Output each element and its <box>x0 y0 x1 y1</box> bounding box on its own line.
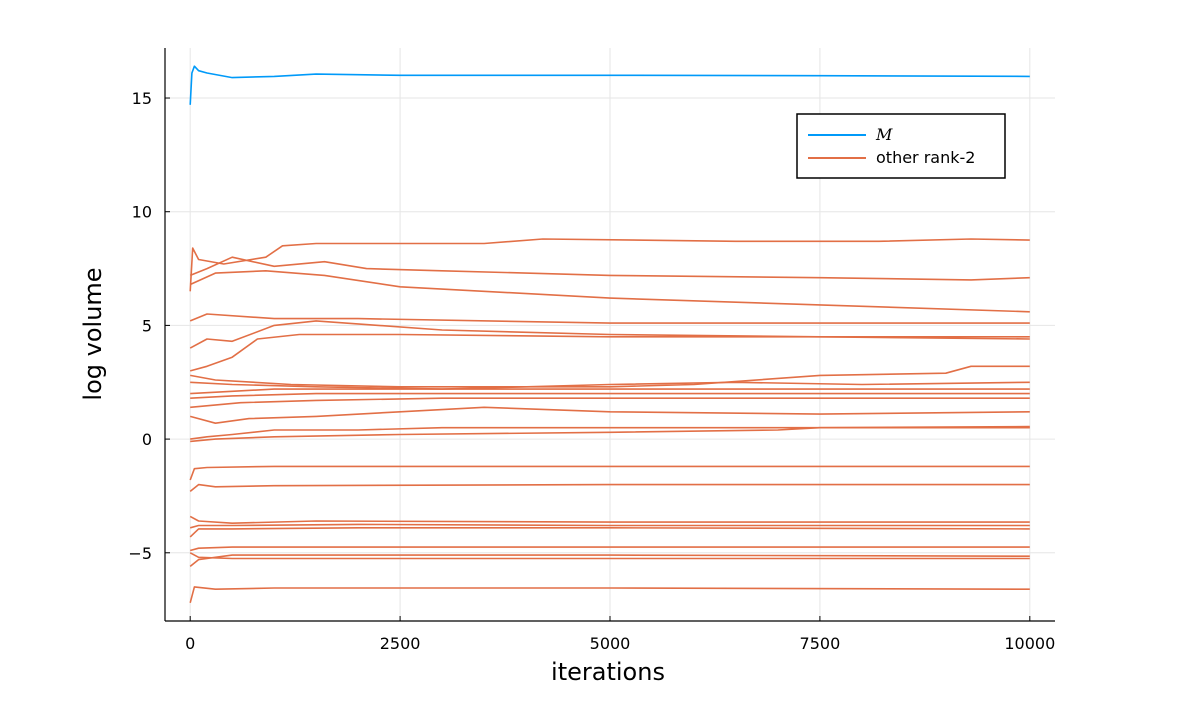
legend-label-m: M <box>875 125 893 144</box>
series-line-other-rank-2 <box>189 523 1030 529</box>
series-line-other-rank-2 <box>189 586 1030 604</box>
y-tick-label: 15 <box>132 89 152 108</box>
grid <box>165 48 1055 621</box>
series-line-other-rank-2 <box>189 406 1030 425</box>
tick-labels: 0 2500 5000 7500 10000 −5 0 5 10 15 <box>128 89 1055 653</box>
series-line-other-rank-2 <box>189 515 1030 525</box>
series-line-other-rank-2 <box>190 426 1030 443</box>
y-axis-title: log volume <box>79 267 107 400</box>
series-line-other-rank-2 <box>190 397 1030 409</box>
series-line-other-rank-2 <box>189 269 1030 313</box>
series-line-other-rank-2 <box>189 256 1030 281</box>
series-line-other-rank-2 <box>189 526 1030 538</box>
x-tick-label: 0 <box>185 634 195 653</box>
legend: M other rank-2 <box>796 113 1006 179</box>
series-group <box>189 65 1030 604</box>
x-tick-label: 2500 <box>380 634 421 653</box>
series-line-other-rank-2 <box>190 365 1030 388</box>
series-line-other-rank-2 <box>190 392 1030 399</box>
y-tick-label: 10 <box>132 203 152 222</box>
series-line-other-rank-2 <box>189 313 1030 324</box>
series-line-other-rank-2 <box>189 465 1030 481</box>
series-line-other-rank-2 <box>189 546 1030 552</box>
series-line-other-rank-2 <box>189 238 1030 292</box>
series-line-other-rank-2 <box>190 381 1030 390</box>
series-line-other-rank-2 <box>189 554 1030 568</box>
x-axis-title: iterations <box>551 658 665 686</box>
series-line-other-rank-2 <box>189 333 1030 372</box>
legend-box <box>796 113 1006 179</box>
series-line-other-rank-2 <box>189 552 1030 560</box>
series-line-other-rank-2 <box>190 425 1030 440</box>
axes <box>164 48 1055 622</box>
x-tick-label: 10000 <box>1004 634 1055 653</box>
series-line-m <box>189 65 1030 105</box>
x-tick-label: 7500 <box>800 634 841 653</box>
series-line-other-rank-2 <box>190 388 1030 395</box>
y-tick-label: 0 <box>142 430 152 449</box>
y-tick-label: 5 <box>142 316 152 335</box>
x-tick-label: 5000 <box>590 634 631 653</box>
series-line-other-rank-2 <box>189 483 1030 493</box>
y-tick-label: −5 <box>128 544 152 563</box>
legend-label-other-rank-2: other rank-2 <box>876 148 975 167</box>
